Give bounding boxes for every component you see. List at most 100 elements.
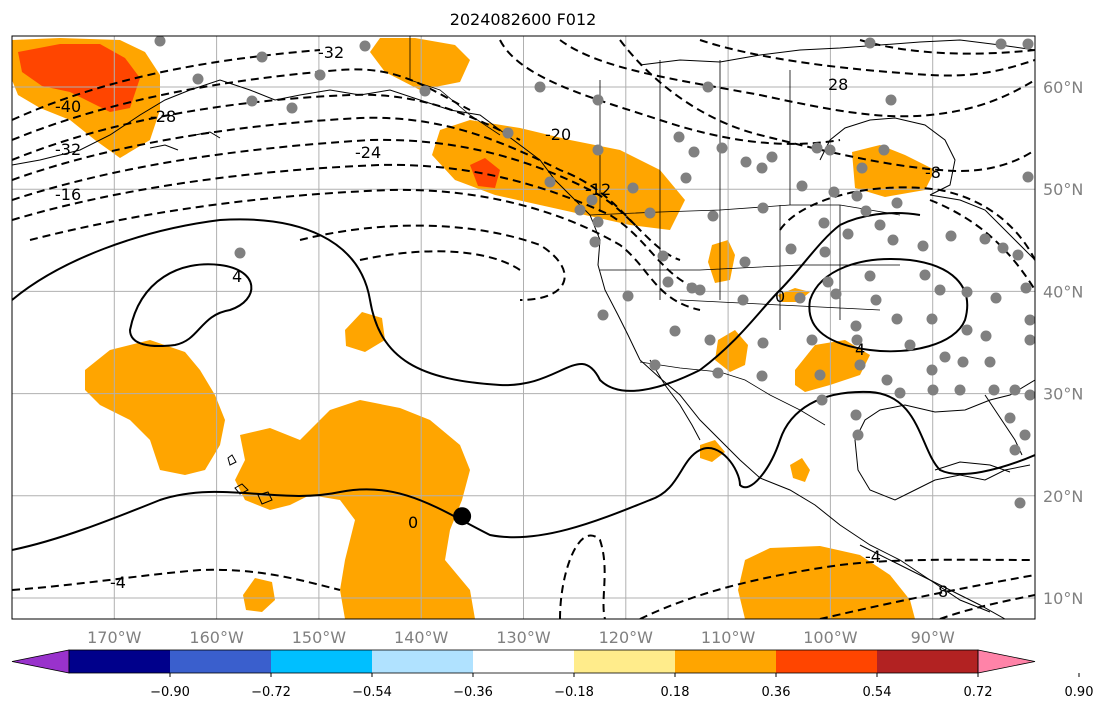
station-point bbox=[806, 334, 818, 346]
station-point bbox=[1009, 444, 1021, 456]
station-point bbox=[286, 102, 298, 114]
longitude-tick-label: 90°W bbox=[911, 628, 955, 647]
colorbar-tick-label: −0.90 bbox=[150, 685, 190, 700]
coast-florida bbox=[984, 394, 1023, 456]
station-point bbox=[850, 409, 862, 421]
contour-label: -4 bbox=[865, 547, 881, 566]
station-point bbox=[811, 142, 823, 154]
station-point bbox=[818, 217, 830, 229]
station-point bbox=[694, 284, 706, 296]
colorbar-tick-label: −0.18 bbox=[554, 685, 594, 700]
colorbar-tick-label: 0.18 bbox=[661, 685, 690, 700]
station-point bbox=[870, 294, 882, 306]
station-point bbox=[757, 337, 769, 349]
station-point bbox=[961, 286, 973, 298]
shade-wpac bbox=[85, 340, 225, 475]
colorbar-tick-label: 0.54 bbox=[863, 685, 892, 700]
station-point bbox=[957, 356, 969, 368]
latitude-tick-label: 20°N bbox=[1043, 487, 1083, 506]
coast-aleutians bbox=[149, 131, 221, 151]
colorbar-tick-label: −0.72 bbox=[251, 685, 291, 700]
longitude-tick-label: 140°W bbox=[394, 628, 449, 647]
station-point bbox=[756, 162, 768, 174]
coastlines bbox=[12, 39, 1035, 619]
shade-epac bbox=[738, 546, 915, 619]
colorbar-under-triangle bbox=[11, 649, 70, 674]
colorbar-tick-label: 0.72 bbox=[964, 685, 993, 700]
station-point bbox=[589, 236, 601, 248]
station-point bbox=[256, 51, 268, 63]
coast-west-us bbox=[589, 214, 991, 613]
shade-mexico-west bbox=[715, 330, 748, 372]
station-point bbox=[688, 146, 700, 158]
colorbar-segment bbox=[776, 650, 878, 673]
station-point bbox=[622, 290, 634, 302]
station-point bbox=[502, 127, 514, 139]
station-point bbox=[246, 95, 258, 107]
shade-baja bbox=[700, 440, 725, 462]
longitude-tick-label: 130°W bbox=[496, 628, 551, 647]
station-point bbox=[662, 276, 674, 288]
contours-dashed bbox=[12, 39, 1035, 619]
colorbar: −0.90 −0.72 −0.54 −0.36 −0.18 0.18 0.36 0.54 0.7… bbox=[11, 649, 1093, 700]
station-point bbox=[961, 324, 973, 336]
graticule bbox=[12, 36, 1035, 619]
station-point bbox=[945, 230, 957, 242]
contour-label: 4 bbox=[232, 267, 242, 286]
station-point bbox=[881, 374, 893, 386]
station-point bbox=[830, 288, 842, 300]
contour-label: 4 bbox=[855, 340, 865, 359]
station-point bbox=[934, 284, 946, 296]
station-point bbox=[192, 73, 204, 85]
station-point bbox=[878, 144, 890, 156]
contour-label: -8 bbox=[925, 163, 941, 182]
latitude-tick-label: 60°N bbox=[1043, 78, 1083, 97]
colorbar-segment bbox=[69, 650, 171, 673]
longitude-tick-label: 110°W bbox=[701, 628, 756, 647]
station-point bbox=[887, 234, 899, 246]
station-point bbox=[1014, 497, 1026, 509]
map-frame bbox=[11, 35, 1036, 620]
contour-label: -12 bbox=[585, 180, 611, 199]
contour-label: 0 bbox=[775, 287, 785, 306]
coast-gulf bbox=[854, 379, 1035, 501]
station-point bbox=[988, 384, 1000, 396]
station-point bbox=[669, 325, 681, 337]
coast-atlantic bbox=[929, 194, 1035, 261]
contour-label: 0 bbox=[408, 513, 418, 532]
shade-colorado bbox=[708, 240, 735, 283]
station-point bbox=[864, 37, 876, 49]
station-point bbox=[939, 351, 951, 363]
island-hawaii-2 bbox=[257, 491, 273, 505]
longitude-tick-label: 100°W bbox=[803, 628, 858, 647]
colorbar-segment bbox=[574, 650, 676, 673]
station-point bbox=[534, 81, 546, 93]
station-point bbox=[739, 256, 751, 268]
latitude-labels: 10°N 20°N 30°N 40°N 50°N 60°N bbox=[1043, 78, 1083, 608]
station-point bbox=[1019, 429, 1031, 441]
colorbar-frame bbox=[68, 649, 979, 674]
station-point bbox=[926, 313, 938, 325]
station-point bbox=[927, 384, 939, 396]
station-point bbox=[314, 69, 326, 81]
station-point bbox=[891, 197, 903, 209]
station-point bbox=[794, 292, 806, 304]
colorbar-tick-label: 0.36 bbox=[762, 685, 791, 700]
station-point bbox=[904, 339, 916, 351]
strong-anomaly-shading bbox=[18, 44, 500, 188]
station-point bbox=[586, 194, 598, 206]
shade-nepac bbox=[345, 312, 385, 352]
island-hawaii-3 bbox=[227, 454, 237, 466]
station-point bbox=[979, 233, 991, 245]
station-point bbox=[627, 182, 639, 194]
colorbar-segment bbox=[473, 650, 575, 673]
contour-label: -32 bbox=[55, 140, 81, 159]
station-point bbox=[1009, 384, 1021, 396]
station-point bbox=[919, 269, 931, 281]
station-point bbox=[704, 334, 716, 346]
station-point bbox=[649, 359, 661, 371]
longitude-tick-label: 120°W bbox=[599, 628, 654, 647]
station-point bbox=[592, 94, 604, 106]
station-point bbox=[885, 94, 897, 106]
